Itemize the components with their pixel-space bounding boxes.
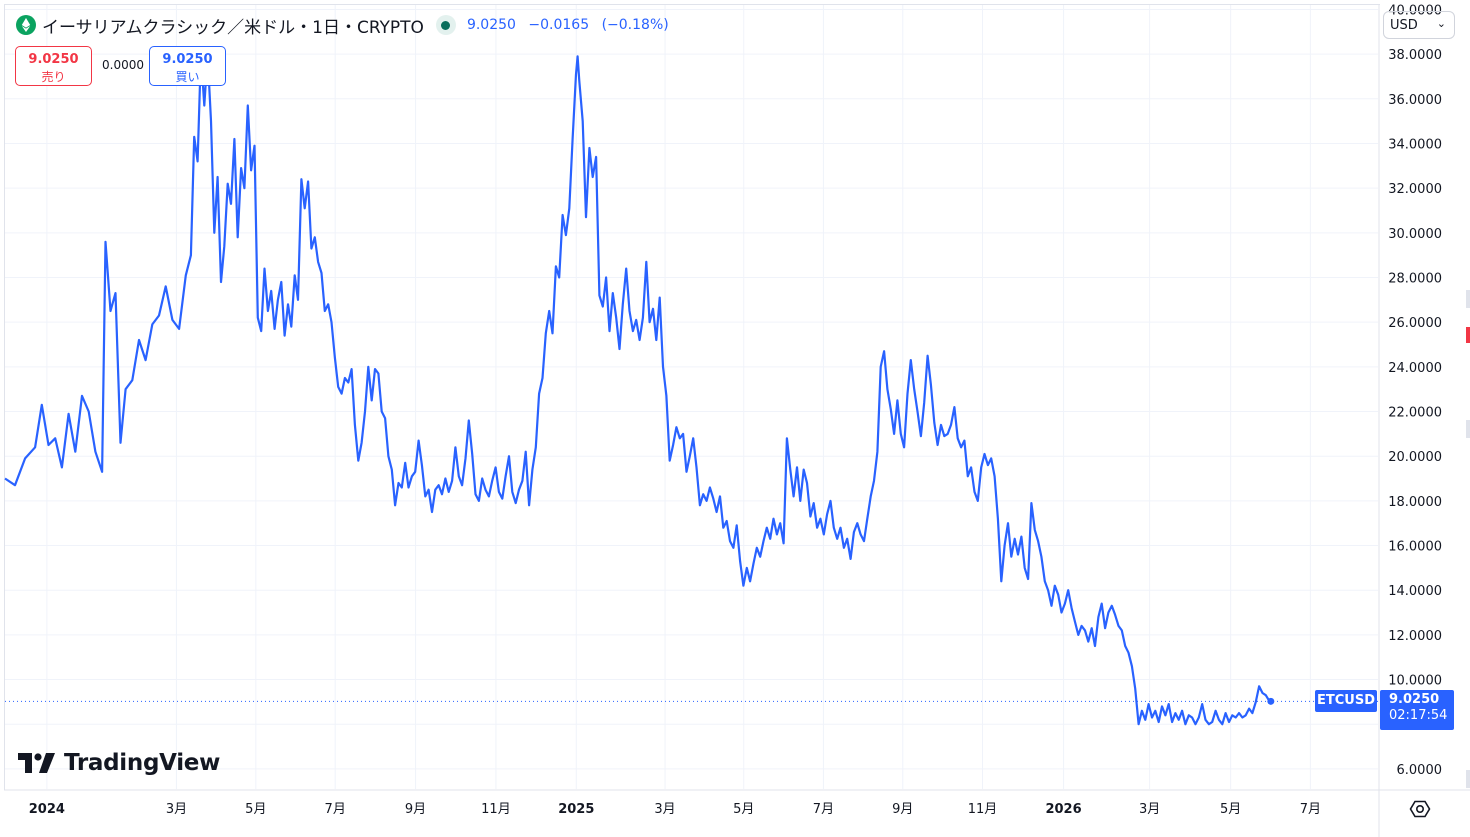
symbol-title: イーサリアムクラシック／米ドル・1日・CRYPTO (42, 17, 424, 38)
sell-button[interactable]: 9.0250 売り (15, 46, 92, 86)
buy-price: 9.0250 (162, 52, 213, 67)
sell-label: 売り (41, 70, 66, 84)
y-tick-label: 14.0000 (1388, 584, 1442, 599)
y-tick-label: 18.0000 (1388, 495, 1442, 510)
buy-button[interactable]: 9.0250 買い (149, 46, 226, 86)
y-tick-label: 36.0000 (1388, 93, 1442, 108)
alert-marker (1466, 420, 1470, 438)
y-tick-label: 10.0000 (1388, 674, 1442, 689)
y-tick-label: 34.0000 (1388, 137, 1442, 152)
x-tick-label: 5月 (245, 802, 266, 817)
y-tick-label: 24.0000 (1388, 361, 1442, 376)
x-tick-label: 3月 (1139, 802, 1160, 817)
symbol-price-tag: ETCUSD (1315, 690, 1377, 713)
y-tick-label: 22.0000 (1388, 406, 1442, 421)
price-tag-countdown: 02:17:54 (1389, 708, 1448, 724)
sell-price: 9.0250 (28, 52, 79, 67)
y-tick-label: 16.0000 (1388, 540, 1442, 555)
y-tick-label: 30.0000 (1388, 227, 1442, 242)
chart-frame (4, 4, 1380, 790)
grid (4, 4, 1470, 837)
x-tick-label: 2026 (1045, 802, 1081, 817)
x-tick-label: 5月 (733, 802, 754, 817)
x-tick-label: 3月 (654, 802, 675, 817)
price-change: −0.0165 (528, 17, 590, 33)
last-price-tag: 9.0250 02:17:54 (1380, 690, 1454, 731)
x-tick-label: 11月 (968, 802, 998, 817)
x-tick-label: 9月 (892, 802, 913, 817)
y-tick-label: 28.0000 (1388, 272, 1442, 287)
y-tick-label: 40.0000 (1388, 3, 1442, 18)
x-tick-label: 7月 (325, 802, 346, 817)
price-change-pct: (−0.18%) (601, 17, 669, 33)
x-tick-label: 11月 (481, 802, 511, 817)
ethereum-classic-icon (16, 15, 36, 35)
y-tick-label: 26.0000 (1388, 316, 1442, 331)
last-price-dot (1267, 697, 1275, 705)
x-tick-label: 2025 (558, 802, 594, 817)
symbol-header[interactable]: イーサリアムクラシック／米ドル・1日・CRYPTO 9.0250 −0.0165… (16, 12, 677, 38)
market-open-indicator (435, 15, 456, 35)
spread-value: 0.0000 (102, 58, 144, 72)
quote-readout: 9.0250 −0.0165 (−0.18%) (467, 17, 677, 33)
y-tick-label: 32.0000 (1388, 182, 1442, 197)
x-tick-label: 2024 (29, 802, 65, 817)
currency-value: USD (1390, 18, 1418, 33)
tradingview-wordmark: TradingView (64, 750, 221, 776)
x-tick-label: 9月 (405, 802, 426, 817)
alert-marker (1466, 770, 1470, 788)
price-series-line (4, 53, 1272, 726)
tradingview-logo[interactable]: TradingView (18, 750, 220, 776)
price-axis[interactable]: 40.0000 38.0000 36.0000 34.0000 32.0000 30.00… (1388, 3, 1442, 777)
y-tick-label: 20.0000 (1388, 450, 1442, 465)
chevron-down-icon: ⌄ (1436, 17, 1446, 30)
x-tick-label: 7月 (1300, 802, 1321, 817)
alert-marker (1466, 290, 1470, 308)
x-tick-label: 5月 (1220, 802, 1241, 817)
price-tag-value: 9.0250 (1389, 692, 1440, 708)
buy-label: 買い (175, 70, 200, 84)
y-tick-label: 38.0000 (1388, 48, 1442, 63)
currency-select[interactable]: USD ⌄ (1383, 11, 1455, 39)
tradingview-mark-icon (18, 753, 55, 773)
alert-marker-red (1466, 327, 1470, 343)
x-tick-label: 7月 (813, 802, 834, 817)
price-tag-symbol: ETCUSD (1317, 693, 1375, 709)
y-tick-label: 6.0000 (1397, 763, 1443, 778)
time-axis[interactable]: 2024 3月 5月 7月 9月 11月 2025 3月 5月 7月 9月 11月 2026 3月 5月 7月 (29, 802, 1321, 817)
last-price: 9.0250 (466, 17, 516, 33)
y-tick-label: 12.0000 (1388, 629, 1442, 644)
x-tick-label: 3月 (166, 802, 187, 817)
settings-gear-icon[interactable] (1408, 797, 1432, 821)
